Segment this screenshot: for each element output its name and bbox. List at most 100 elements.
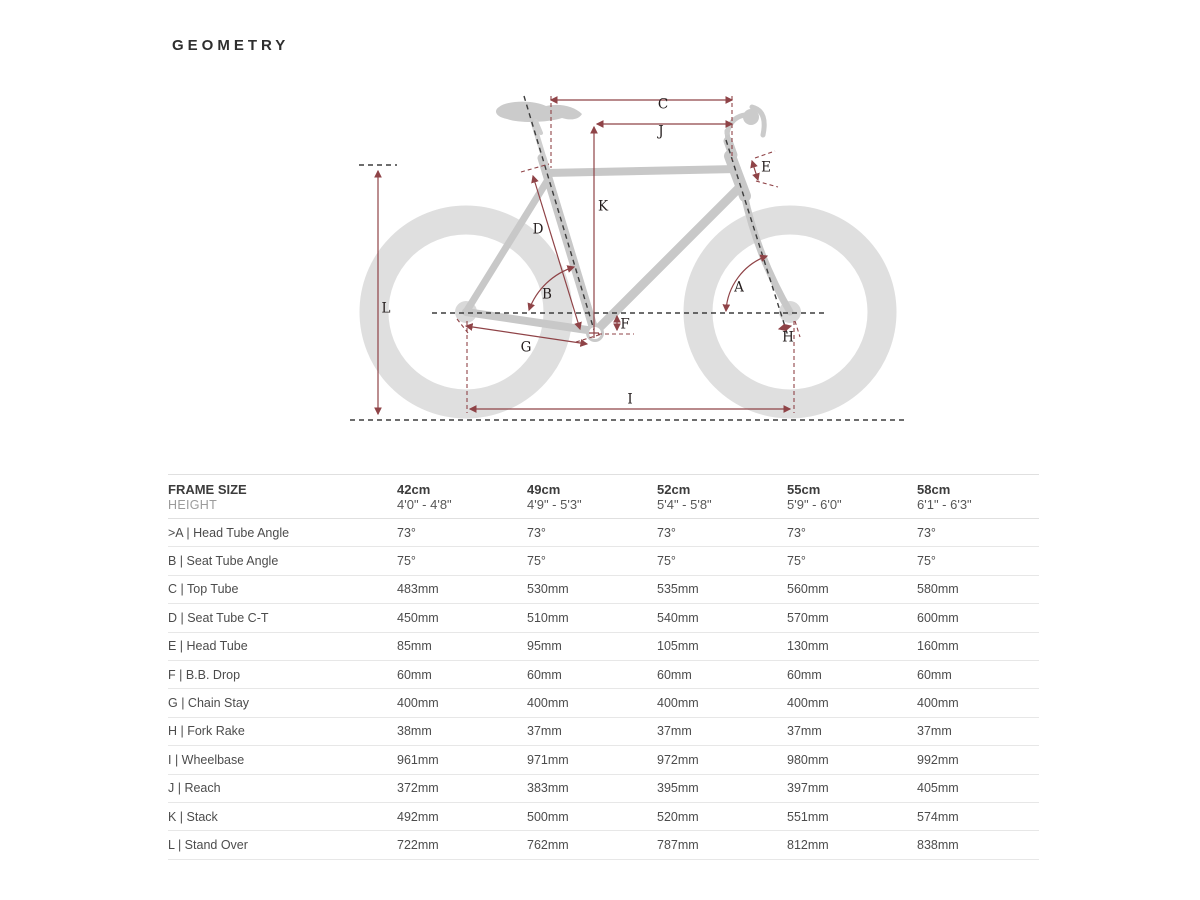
row-value: 60mm bbox=[657, 667, 692, 682]
dim-label-d: D bbox=[533, 222, 544, 238]
row-value: 400mm bbox=[917, 696, 959, 711]
row-value: 980mm bbox=[787, 752, 829, 767]
dim-label-a: A bbox=[733, 280, 744, 296]
row-value: 60mm bbox=[527, 667, 562, 682]
dim-label-h: H bbox=[782, 330, 794, 346]
row-value: 551mm bbox=[787, 809, 829, 824]
dimension-extension-lines bbox=[456, 96, 801, 413]
row-value: 75° bbox=[527, 554, 546, 569]
row-value: 37mm bbox=[657, 724, 692, 739]
row-value: 75° bbox=[787, 554, 806, 569]
row-value: 570mm bbox=[787, 610, 829, 625]
row-value: 450mm bbox=[397, 610, 439, 625]
row-value: 397mm bbox=[787, 781, 829, 796]
row-value: 372mm bbox=[397, 781, 439, 796]
dim-label-b: B bbox=[542, 287, 552, 303]
row-label: C | Top Tube bbox=[168, 582, 239, 597]
table-row: K | Stack 492mm 500mm 520mm 551mm 574mm bbox=[168, 803, 1039, 832]
table-row: J | Reach 372mm 383mm 395mm 397mm 405mm bbox=[168, 775, 1039, 803]
row-value: 510mm bbox=[527, 610, 569, 625]
row-value: 574mm bbox=[917, 809, 959, 824]
column-header-size: 49cm bbox=[527, 482, 561, 497]
table-height-row: HEIGHT 4'0" - 4'8" 4'9" - 5'3" 5'4" - 5'… bbox=[168, 497, 1039, 519]
row-value: 383mm bbox=[527, 781, 569, 796]
column-header-size: 55cm bbox=[787, 482, 821, 497]
bike-wheels bbox=[359, 205, 897, 419]
dim-label-i: I bbox=[627, 392, 632, 408]
row-value: 722mm bbox=[397, 837, 439, 852]
row-value: 60mm bbox=[397, 667, 432, 682]
row-value: 992mm bbox=[917, 752, 959, 767]
table-body: >A | Head Tube Angle 73° 73° 73° 73° 73° B | S… bbox=[168, 519, 1039, 860]
row-value: 483mm bbox=[397, 582, 439, 597]
row-value: 73° bbox=[397, 525, 416, 540]
reference-dashed-lines bbox=[350, 95, 908, 421]
dim-label-j: J bbox=[656, 124, 663, 140]
row-value: 812mm bbox=[787, 837, 829, 852]
row-value: 75° bbox=[917, 554, 936, 569]
height-row-label: HEIGHT bbox=[168, 497, 218, 512]
row-value: 75° bbox=[397, 554, 416, 569]
row-value: 762mm bbox=[527, 837, 569, 852]
page-title: GEOMETRY bbox=[172, 37, 290, 54]
row-value: 37mm bbox=[917, 724, 952, 739]
row-value: 75° bbox=[657, 554, 676, 569]
row-label: F | B.B. Drop bbox=[168, 667, 241, 682]
row-value: 560mm bbox=[787, 582, 829, 597]
column-header-size: 42cm bbox=[397, 482, 431, 497]
row-label: L | Stand Over bbox=[168, 837, 248, 852]
row-value: 961mm bbox=[397, 752, 439, 767]
table-row: D | Seat Tube C-T 450mm 510mm 540mm 570mm 600… bbox=[168, 604, 1039, 633]
row-value: 400mm bbox=[787, 696, 829, 711]
height-value: 5'4" - 5'8" bbox=[657, 497, 712, 512]
dim-label-c: C bbox=[658, 97, 668, 113]
height-value: 5'9" - 6'0" bbox=[787, 497, 842, 512]
row-label: K | Stack bbox=[168, 809, 218, 824]
row-value: 787mm bbox=[657, 837, 699, 852]
row-label: B | Seat Tube Angle bbox=[168, 554, 279, 569]
dim-label-e: E bbox=[761, 160, 771, 176]
height-value: 4'9" - 5'3" bbox=[527, 497, 582, 512]
row-value: 73° bbox=[527, 525, 546, 540]
dimension-lines bbox=[374, 96, 793, 416]
table-row: G | Chain Stay 400mm 400mm 400mm 400mm 400mm bbox=[168, 689, 1039, 718]
row-value: 500mm bbox=[527, 809, 569, 824]
row-value: 130mm bbox=[787, 639, 829, 654]
row-label: E | Head Tube bbox=[168, 639, 248, 654]
row-value: 540mm bbox=[657, 610, 699, 625]
row-value: 85mm bbox=[397, 639, 432, 654]
table-header-row: FRAME SIZE 42cm 49cm 52cm 55cm 58cm bbox=[168, 474, 1039, 497]
table-row: C | Top Tube 483mm 530mm 535mm 560mm 580mm bbox=[168, 576, 1039, 605]
bike-saddle bbox=[495, 101, 759, 135]
height-value: 6'1" - 6'3" bbox=[917, 497, 972, 512]
row-value: 60mm bbox=[787, 667, 822, 682]
table-row: L | Stand Over 722mm 762mm 787mm 812mm 838mm bbox=[168, 831, 1039, 860]
bike-geometry-diagram: C J K D B A E F G H I L bbox=[350, 95, 908, 421]
dim-label-l: L bbox=[382, 301, 391, 317]
table-row: I | Wheelbase 961mm 971mm 972mm 980mm 992mm bbox=[168, 746, 1039, 775]
row-value: 160mm bbox=[917, 639, 959, 654]
table-row: B | Seat Tube Angle 75° 75° 75° 75° 75° bbox=[168, 547, 1039, 576]
row-value: 971mm bbox=[527, 752, 569, 767]
row-value: 600mm bbox=[917, 610, 959, 625]
row-value: 73° bbox=[657, 525, 676, 540]
row-label: G | Chain Stay bbox=[168, 696, 250, 711]
row-value: 105mm bbox=[657, 639, 699, 654]
row-label: I | Wheelbase bbox=[168, 752, 245, 767]
column-header-size: 52cm bbox=[657, 482, 691, 497]
row-value: 400mm bbox=[527, 696, 569, 711]
row-value: 37mm bbox=[787, 724, 822, 739]
row-label: D | Seat Tube C-T bbox=[168, 610, 269, 625]
row-value: 60mm bbox=[917, 667, 952, 682]
table-row: H | Fork Rake 38mm 37mm 37mm 37mm 37mm bbox=[168, 718, 1039, 747]
dim-label-f: F bbox=[620, 317, 629, 333]
row-value: 972mm bbox=[657, 752, 699, 767]
row-value: 73° bbox=[917, 525, 936, 540]
row-value: 400mm bbox=[657, 696, 699, 711]
row-value: 73° bbox=[787, 525, 806, 540]
row-value: 400mm bbox=[397, 696, 439, 711]
table-row: F | B.B. Drop 60mm 60mm 60mm 60mm 60mm bbox=[168, 661, 1039, 690]
row-value: 535mm bbox=[657, 582, 699, 597]
row-value: 492mm bbox=[397, 809, 439, 824]
dimension-letters: C J K D B A E F G H I L bbox=[382, 97, 795, 408]
